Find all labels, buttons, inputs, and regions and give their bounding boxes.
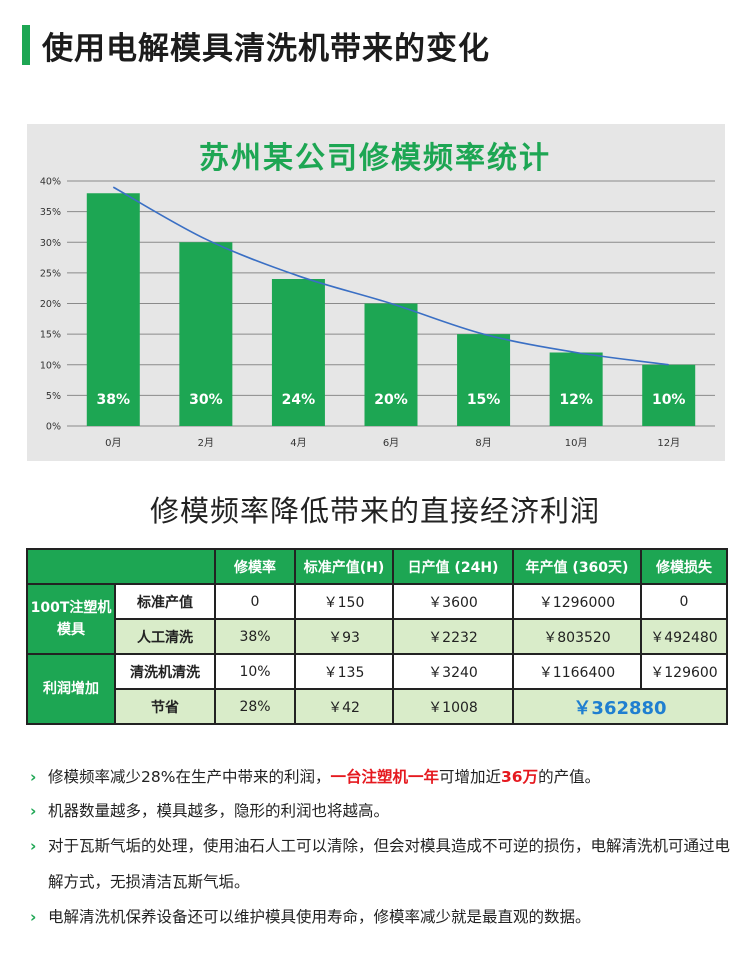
section-title: 修模频率降低带来的直接经济利润 — [149, 494, 600, 528]
table-cell: ￥3240 — [392, 653, 514, 690]
chevron-right-icon: › — [30, 837, 37, 855]
data-label: 38% — [97, 392, 131, 408]
x-tick-label: 8月 — [475, 437, 491, 449]
table-cell: ￥135 — [294, 653, 394, 690]
table-cell: ￥150 — [294, 583, 394, 620]
y-tick-label: 40% — [40, 177, 61, 188]
bullet-list: › 修模频率减少28%在生产中带来的利润，一台注塑机一年可增加近36万的产值。 ›… — [30, 760, 730, 934]
bullet-text: 可增加近 — [438, 768, 501, 786]
page-header: 使用电解模具清洗机带来的变化 — [22, 24, 490, 67]
chevron-right-icon: › — [30, 908, 37, 926]
row-label: 节省 — [114, 688, 216, 725]
table-cell: ￥3600 — [392, 583, 514, 620]
bullet-highlight: 一台注塑机一年 — [330, 768, 439, 786]
row-label: 标准产值 — [114, 583, 216, 620]
list-item: › 修模频率减少28%在生产中带来的利润，一台注塑机一年可增加近36万的产值。 — [30, 760, 730, 794]
table-header-row: 修模率 标准产值(H) 日产值 (24H) 年产值 (360天) 修模损失 — [26, 548, 728, 585]
bar-chart: 0% 5% 10% 15% 20% 25% 30% 35% 40% 38% 0月 30% 2月 24% 4月… — [40, 177, 715, 449]
table-row: 人工清洗 38% ￥93 ￥2232 ￥803520 ￥492480 — [27, 618, 728, 655]
bar — [271, 279, 325, 426]
table-header-cell: 修模损失 — [640, 548, 728, 585]
list-item: › 电解清洗机保养设备还可以维护模具使用寿命，修模率减少就是最直观的数据。 — [30, 900, 730, 934]
table-cell: 0 — [214, 583, 296, 620]
y-tick-label: 35% — [40, 207, 61, 218]
x-tick-label: 6月 — [383, 437, 399, 449]
table-cell: 10% — [214, 653, 296, 690]
x-tick-label: 12月 — [657, 437, 680, 449]
y-tick-label: 20% — [40, 299, 61, 310]
table-cell: ￥42 — [294, 688, 394, 725]
table-header-cell: 日产值 (24H) — [392, 548, 514, 585]
data-label: 24% — [282, 392, 316, 408]
chevron-right-icon: › — [30, 768, 37, 786]
row-group-label: 100T注塑机模具 — [26, 583, 116, 655]
table-cell: ￥93 — [294, 618, 394, 655]
data-label: 15% — [467, 392, 501, 408]
table-cell: ￥492480 — [640, 618, 728, 655]
bar — [364, 303, 418, 426]
x-tick-label: 2月 — [198, 437, 214, 449]
table-cell: 38% — [214, 618, 296, 655]
list-item: › 机器数量越多，模具越多，隐形的利润也将越高。 — [30, 794, 730, 828]
bullet-text: 对于瓦斯气垢的处理，使用油石人工可以清除，但会对模具造成不可逆的损伤，电解清洗机… — [48, 837, 731, 891]
table-row: 100T注塑机模具 标准产值 0 ￥150 ￥3600 ￥1296000 0 — [26, 583, 728, 655]
data-label: 12% — [559, 392, 593, 408]
table-cell: ￥803520 — [512, 618, 642, 655]
table-cell: 28% — [214, 688, 296, 725]
bar — [86, 193, 140, 426]
y-tick-label: 30% — [40, 238, 61, 249]
bar — [549, 352, 603, 426]
table-cell: ￥1166400 — [512, 653, 642, 690]
data-label: 20% — [374, 392, 408, 408]
bar — [642, 364, 696, 426]
table-header-cell: 标准产值(H) — [294, 548, 394, 585]
row-label: 清洗机清洗 — [114, 653, 216, 690]
data-label: 10% — [652, 392, 686, 408]
total-savings: ￥362880 — [512, 688, 728, 725]
chart-title: 苏州某公司修模频率统计 — [199, 141, 551, 176]
bullet-text: 机器数量越多，模具越多，隐形的利润也将越高。 — [48, 802, 390, 820]
table-row: 节省 28% ￥42 ￥1008 ￥362880 — [27, 688, 728, 725]
profit-table: 修模率 标准产值(H) 日产值 (24H) 年产值 (360天) 修模损失 10… — [26, 548, 728, 725]
y-tick-label: 10% — [40, 360, 61, 371]
header-accent-bar — [22, 25, 30, 65]
row-group-label: 利润增加 — [26, 653, 116, 725]
bullet-text: 的产值。 — [538, 768, 601, 786]
table-header-cell: 修模率 — [214, 548, 296, 585]
y-tick-label: 15% — [40, 330, 61, 341]
list-item: › 对于瓦斯气垢的处理，使用油石人工可以清除，但会对模具造成不可逆的损伤，电解清洗… — [30, 828, 730, 900]
trend-line — [112, 186, 669, 366]
table-row: 利润增加 清洗机清洗 10% ￥135 ￥3240 ￥1166400 ￥1296… — [26, 653, 728, 725]
chevron-right-icon: › — [30, 802, 37, 820]
table-header-cell: 年产值 (360天) — [512, 548, 642, 585]
table-cell: ￥129600 — [640, 653, 728, 690]
y-tick-label: 25% — [40, 268, 61, 279]
page-title: 使用电解模具清洗机带来的变化 — [42, 30, 490, 67]
table-cell: ￥2232 — [392, 618, 514, 655]
x-tick-label: 4月 — [290, 437, 306, 449]
table-cell: ￥1296000 — [512, 583, 642, 620]
x-tick-label: 10月 — [565, 437, 588, 449]
bar — [457, 334, 511, 426]
data-label: 30% — [189, 392, 223, 408]
bullet-text: 修模频率减少28%在生产中带来的利润， — [48, 768, 331, 786]
x-tick-label: 0月 — [105, 437, 121, 449]
table-cell: 0 — [640, 583, 728, 620]
bullet-highlight: 36万 — [500, 768, 539, 786]
bullet-text: 电解清洗机保养设备还可以维护模具使用寿命，修模率减少就是最直观的数据。 — [48, 908, 591, 926]
row-label: 人工清洗 — [114, 618, 216, 655]
y-tick-label: 5% — [46, 391, 61, 402]
bar — [179, 242, 233, 426]
table-cell: ￥1008 — [392, 688, 514, 725]
table-header-blank — [26, 548, 216, 585]
y-tick-label: 0% — [46, 422, 61, 433]
